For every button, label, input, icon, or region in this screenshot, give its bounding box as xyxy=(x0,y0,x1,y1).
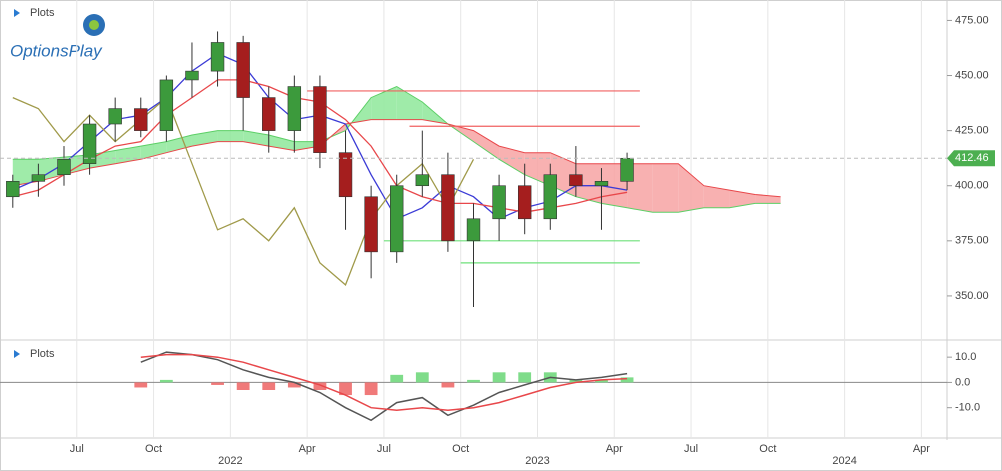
candle-body xyxy=(466,218,481,242)
cloud xyxy=(729,190,756,208)
cloud xyxy=(652,163,679,213)
histogram-bar xyxy=(134,382,148,388)
candle-body xyxy=(543,174,557,220)
candle-body xyxy=(441,174,455,242)
histogram-bar xyxy=(595,379,608,383)
histogram-bar xyxy=(236,382,250,390)
x-tick-label: 2022 xyxy=(218,455,242,467)
y-tick-label: 425.00 xyxy=(955,125,989,137)
candle-body xyxy=(31,174,46,182)
histogram-bar xyxy=(390,374,404,383)
last-price-label: 412.46 xyxy=(955,152,989,164)
x-tick-label: Apr xyxy=(299,443,316,455)
y-tick-label: 475.00 xyxy=(955,14,989,26)
cloud xyxy=(499,146,525,175)
candle-body xyxy=(338,152,353,198)
candle-body xyxy=(108,108,122,125)
candle-body xyxy=(517,185,532,220)
cloud xyxy=(678,163,704,213)
cloud xyxy=(396,86,423,120)
histogram-bar xyxy=(620,377,634,383)
x-tick-label: Jul xyxy=(70,443,84,455)
x-tick-label: Oct xyxy=(759,443,776,455)
cloud xyxy=(371,86,397,120)
candle-body xyxy=(185,70,199,81)
candle-body xyxy=(313,86,327,153)
histogram-bar xyxy=(364,382,378,396)
histogram-bar xyxy=(441,382,455,388)
cloud xyxy=(191,130,218,147)
cloud xyxy=(703,185,730,208)
y-tick-label: 0.0 xyxy=(955,376,970,388)
cloud xyxy=(217,130,244,142)
span-b xyxy=(12,119,781,198)
x-tick-label: Apr xyxy=(913,443,930,455)
histogram-bar xyxy=(313,382,327,390)
cloud xyxy=(755,194,781,204)
histogram-bar xyxy=(339,382,352,396)
candle-body xyxy=(364,196,378,253)
y-tick-label: 350.00 xyxy=(955,290,989,302)
candle-body xyxy=(415,174,430,187)
histogram-bar xyxy=(492,372,506,383)
expand-icon[interactable] xyxy=(14,9,20,17)
cloud xyxy=(140,141,167,160)
histogram-bar xyxy=(569,379,583,383)
cloud xyxy=(115,146,141,164)
y-tick-label: 450.00 xyxy=(955,69,989,81)
panel-title[interactable]: Plots xyxy=(30,348,55,360)
candle-body xyxy=(236,42,250,98)
cloud xyxy=(243,130,269,147)
expand-icon[interactable] xyxy=(14,350,20,358)
x-tick-label: Apr xyxy=(606,443,623,455)
candle-body xyxy=(57,158,71,176)
candle-body xyxy=(159,79,174,131)
y-tick-label: 375.00 xyxy=(955,235,989,247)
cloud xyxy=(575,163,602,204)
candle-body xyxy=(210,42,225,72)
candle-body xyxy=(287,86,302,131)
candle-body xyxy=(82,123,97,164)
span-a xyxy=(12,85,781,213)
cloud xyxy=(473,130,500,160)
candle-body xyxy=(390,185,404,253)
candle-body xyxy=(262,97,276,131)
histogram-bar xyxy=(415,372,429,383)
x-tick-label: 2023 xyxy=(525,455,549,467)
candle-body xyxy=(492,185,506,220)
histogram-bar xyxy=(262,382,276,390)
candle-body xyxy=(569,174,583,187)
x-tick-label: Oct xyxy=(452,443,469,455)
y-tick-label: 400.00 xyxy=(955,180,989,192)
panel-title[interactable]: Plots xyxy=(30,7,55,19)
histogram-bar xyxy=(287,382,301,388)
histogram-bar xyxy=(518,372,532,383)
last-price-box xyxy=(947,150,995,167)
y-tick-label: 10.0 xyxy=(955,351,976,363)
histogram-bar xyxy=(211,382,224,385)
logo: OptionsPlay xyxy=(10,41,103,60)
candle-body xyxy=(620,157,634,182)
x-tick-label: 2024 xyxy=(832,455,856,467)
candle-body xyxy=(6,181,20,198)
x-tick-label: Jul xyxy=(377,443,391,455)
cloud xyxy=(268,135,295,151)
x-tick-label: Jul xyxy=(684,443,698,455)
y-tick-label: -10.0 xyxy=(955,402,980,414)
histogram-bar xyxy=(467,379,480,383)
histogram-bar xyxy=(159,379,173,383)
macd-line xyxy=(140,351,628,422)
candle-body xyxy=(594,181,609,187)
macd-line xyxy=(140,353,628,411)
candle-body xyxy=(134,108,148,131)
cloud xyxy=(166,135,192,153)
x-tick-label: Oct xyxy=(145,443,162,455)
logo-icon xyxy=(89,20,99,30)
